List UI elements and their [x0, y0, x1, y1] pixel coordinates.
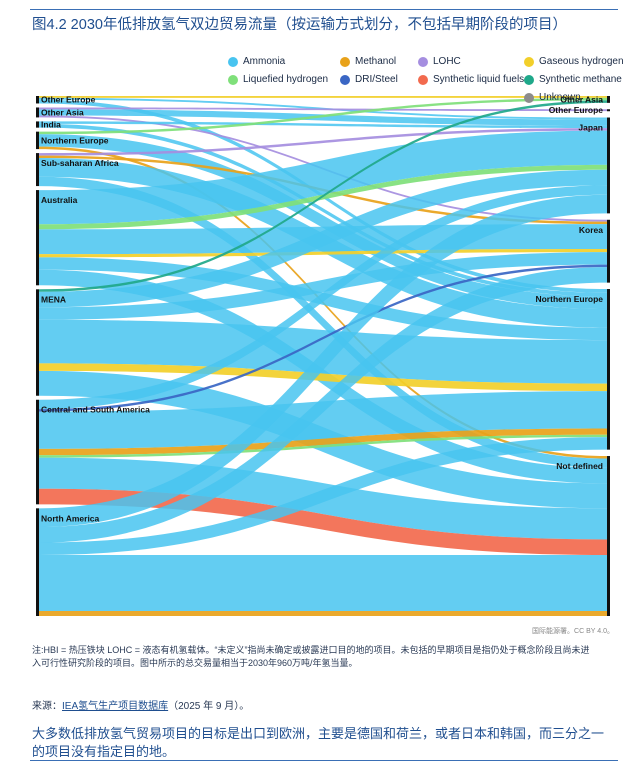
source-label-sub-saharan-africa: Sub-saharan Africa — [41, 158, 119, 168]
legend-item-liquefied-hydrogen: Liquefied hydrogen — [228, 74, 328, 85]
legend-label: Synthetic methane — [539, 74, 622, 85]
figure-title: 图4.2 2030年低排放氢气双边贸易流量（按运输方式划分，不包括早期阶段的项目… — [32, 17, 567, 33]
legend-swatch — [340, 56, 350, 67]
flow-central-and-south-america-to-japan-ammonia — [39, 185, 607, 410]
legend-swatch — [340, 74, 350, 85]
source-node-mena — [36, 289, 39, 396]
figure-note: 注:HBI = 热压铁块 LOHC = 液态有机氢载体。“未定义”指尚未确定或披… — [32, 645, 590, 668]
legend-label: Liquefied hydrogen — [243, 74, 329, 85]
destination-node-other-asia — [607, 96, 610, 103]
legend-swatch — [228, 56, 238, 67]
flow-sub-saharan-africa-to-japan-lohc — [39, 128, 607, 156]
source-node-australia — [36, 190, 39, 286]
source-label-other-europe: Other Europe — [41, 95, 96, 105]
flow-mena-to-other-asia-synthetic-methane — [39, 100, 607, 292]
legend-item-gaseous-hydrogen: Gaseous hydrogen — [524, 56, 624, 67]
source-node-northern-europe — [36, 131, 39, 150]
legend-label: Methanol — [355, 56, 397, 67]
flow-northern-europe-to-northern-europe-ammonia — [39, 134, 607, 309]
flow-australia-to-korea-gaseous-hydrogen — [39, 249, 607, 258]
source-prefix: 来源： — [32, 701, 62, 712]
flow-mena-to-korea-ammonia — [39, 252, 607, 320]
flow-sub-saharan-africa-to-not-defined-ammonia — [39, 176, 607, 468]
credit-text: 国际能源署。CC BY 4.0。 — [532, 628, 614, 635]
legend-label: LOHC — [433, 56, 461, 67]
legend-label: DRI/Steel — [355, 74, 398, 85]
legend-swatch — [228, 74, 238, 85]
flow-central-and-south-america-to-northern-europe-ammonia — [39, 391, 607, 449]
legend-item-synthetic-liquid-fuels: Synthetic liquid fuels — [418, 74, 524, 85]
legend-item-synthetic-methane: Synthetic methane — [524, 74, 622, 85]
flow-mena-to-northern-europe-gaseous-hydrogen — [39, 363, 607, 392]
flow-mena-to-japan-ammonia — [39, 169, 607, 308]
legend-item-unknown: Unknown — [524, 92, 581, 103]
flow-india-to-japan-ammonia — [39, 121, 607, 129]
flow-north-america-to-korea-ammonia — [39, 267, 607, 543]
legend-label: Synthetic liquid fuels — [433, 74, 525, 85]
flow-central-and-south-america-to-northern-europe-liquefied-hydrogen — [39, 434, 607, 458]
source-node-other-asia — [36, 107, 39, 118]
legend-swatch — [524, 92, 534, 103]
source-label-other-asia: Other Asia — [41, 107, 84, 117]
source-label-mena: MENA — [41, 294, 66, 304]
flow-other-europe-to-other-asia-gaseous-hydrogen — [39, 96, 607, 98]
source-node-central-and-south-america — [36, 399, 39, 505]
destination-label-japan: Japan — [578, 123, 603, 133]
source-link[interactable]: IEA氢气生产项目数据库 — [62, 701, 169, 712]
flow-north-america-to-not-defined-ammonia — [39, 555, 607, 612]
legend-swatch — [418, 74, 428, 85]
destination-label-korea: Korea — [579, 225, 603, 235]
legend-swatch — [418, 56, 428, 67]
source-label-northern-europe: Northern Europe — [41, 135, 109, 145]
flow-northern-europe-to-other-asia-liquefied-hydrogen — [39, 97, 607, 135]
flow-india-to-northern-europe-ammonia — [39, 123, 607, 297]
flow-north-america-to-japan-ammonia — [39, 194, 607, 527]
source-node-north-america — [36, 508, 39, 616]
flows-group — [39, 96, 607, 616]
legend-item-methanol: Methanol — [340, 56, 396, 67]
destination-label-other-asia: Other Asia — [560, 94, 603, 104]
flow-north-america-to-not-defined-methanol — [39, 611, 607, 616]
legend-item-lohc: LOHC — [418, 56, 461, 67]
legend-label: Ammonia — [243, 56, 286, 67]
source-node-sub-saharan-africa — [36, 153, 39, 187]
legend-label: Gaseous hydrogen — [539, 56, 624, 67]
flow-central-and-south-america-to-northern-europe-methanol — [39, 428, 607, 456]
flow-australia-to-japan-ammonia — [39, 130, 607, 225]
destination-label-northern-europe: Northern Europe — [535, 294, 603, 304]
legend-swatch — [524, 56, 534, 67]
legend-swatch — [524, 74, 534, 85]
source-node-other-europe — [36, 96, 39, 104]
legend-label: Unknown — [539, 92, 581, 103]
source-node-india — [36, 121, 39, 128]
destination-node-northern-europe — [607, 289, 610, 450]
flow-central-and-south-america-to-korea-dri-steel — [39, 264, 607, 412]
destination-label-not-defined: Not defined — [556, 461, 603, 471]
bottom-rule — [30, 760, 618, 761]
top-rule — [30, 9, 618, 10]
legend-item-ammonia: Ammonia — [228, 56, 285, 67]
source-suffix: （2025 年 9 月）。 — [168, 701, 250, 712]
conclusion-text: 大多数低排放氢气贸易项目的目标是出口到欧洲，主要是德国和荷兰，或者日本和韩国，而… — [32, 726, 605, 759]
source-label-australia: Australia — [41, 195, 78, 205]
destination-label-other-europe: Other Europe — [549, 105, 604, 115]
destination-node-japan — [607, 117, 610, 214]
destination-node-not-defined — [607, 456, 610, 616]
source-label-central-and-south-america: Central and South America — [41, 405, 150, 415]
legend-item-dri-steel: DRI/Steel — [340, 74, 398, 85]
legend: Ammonia Methanol LOHC Gaseous hydrogen Lique… — [228, 56, 624, 112]
flow-other-asia-to-other-europe-lohc — [39, 107, 607, 112]
source-label-india: India — [41, 120, 61, 130]
source-line: 来源：IEA氢气生产项目数据库（2025 年 9 月）。 — [32, 697, 249, 712]
source-label-north-america: North America — [41, 513, 100, 523]
destination-node-other-europe — [607, 109, 610, 112]
destination-node-korea — [607, 219, 610, 283]
flow-north-america-to-northern-europe-ammonia — [39, 437, 607, 555]
